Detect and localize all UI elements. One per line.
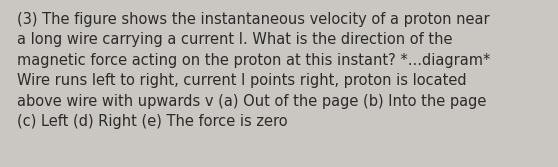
Text: (3) The figure shows the instantaneous velocity of a proton near
a long wire car: (3) The figure shows the instantaneous v… — [17, 12, 490, 129]
